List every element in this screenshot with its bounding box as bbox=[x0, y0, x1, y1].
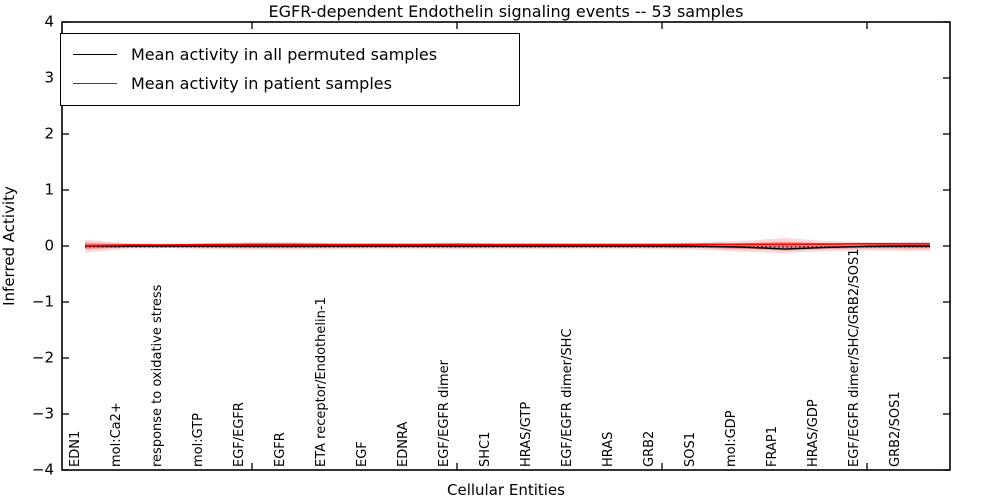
y-tick-label: 4 bbox=[44, 12, 54, 31]
x-category-label: FRAP1 bbox=[764, 426, 780, 467]
x-category-label: GRB2/SOS1 bbox=[887, 391, 903, 467]
x-category-label: EGF/EGFR bbox=[231, 402, 247, 467]
x-axis-label: Cellular Entities bbox=[447, 481, 565, 499]
y-tick-label: −3 bbox=[31, 404, 54, 423]
x-category-label: SOS1 bbox=[682, 431, 698, 467]
x-category-label: mol:GDP bbox=[723, 410, 739, 467]
series-line-mean-activity-in-all-permuted-samples bbox=[85, 245, 930, 250]
x-category-label: mol:GTP bbox=[190, 413, 206, 467]
x-category-label: EGF/EGFR dimer bbox=[436, 360, 452, 467]
y-tick-label: 2 bbox=[44, 124, 54, 143]
patient-line-sample-icon bbox=[73, 83, 117, 84]
y-tick-label: −4 bbox=[31, 460, 54, 479]
x-category-label: HRAS/GDP bbox=[805, 399, 821, 467]
y-tick-label: −1 bbox=[31, 292, 54, 311]
chart-title: EGFR-dependent Endothelin signaling even… bbox=[268, 2, 744, 21]
series-line-mean-activity-in-patient-samples bbox=[85, 242, 930, 247]
y-tick-label: −2 bbox=[31, 348, 54, 367]
y-axis-label: Inferred Activity bbox=[0, 186, 18, 306]
x-category-label: HRAS bbox=[600, 431, 616, 467]
x-category-label: mol:Ca2+ bbox=[108, 402, 124, 467]
legend: Mean activity in all permuted samples Me… bbox=[60, 33, 520, 106]
y-tick-label: 1 bbox=[44, 180, 54, 199]
y-tick-label: 0 bbox=[44, 236, 54, 255]
x-category-label: EGF/EGFR dimer/SHC bbox=[559, 328, 575, 467]
legend-item-patient: Mean activity in patient samples bbox=[73, 69, 519, 98]
x-category-label: SHC1 bbox=[477, 431, 493, 467]
x-category-label: response to oxidative stress bbox=[149, 284, 165, 467]
x-category-label: EGF bbox=[354, 441, 370, 467]
x-category-label: HRAS/GTP bbox=[518, 401, 534, 467]
x-category-label: GRB2 bbox=[641, 430, 657, 467]
y-tick-label: 3 bbox=[44, 68, 54, 87]
x-category-label: ETA receptor/Endothelin-1 bbox=[313, 297, 329, 467]
x-category-label: EGFR bbox=[272, 432, 288, 467]
x-category-label: EDN1 bbox=[67, 430, 83, 467]
x-category-label: EGF/EGFR dimer/SHC/GRB2/SOS1 bbox=[846, 248, 862, 468]
legend-label-patient: Mean activity in patient samples bbox=[131, 74, 392, 93]
x-category-label: EDNRA bbox=[395, 421, 411, 467]
legend-item-permuted: Mean activity in all permuted samples bbox=[73, 40, 519, 69]
legend-label-permuted: Mean activity in all permuted samples bbox=[131, 45, 438, 64]
permuted-line-sample-icon bbox=[73, 54, 117, 55]
